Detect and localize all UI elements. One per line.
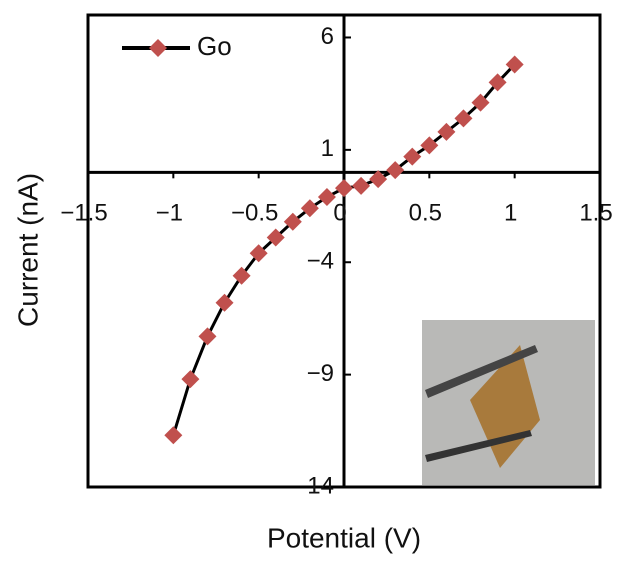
x-tick-label: −1 [156, 200, 183, 227]
y-axis-label: Current (nA) [12, 173, 43, 327]
y-tick-label: −9 [307, 360, 334, 387]
marker [283, 212, 302, 231]
marker [471, 93, 490, 112]
y-tick-label: 1 [321, 135, 334, 162]
marker [352, 176, 371, 195]
marker [454, 109, 473, 128]
x-tick-label: −0.5 [231, 200, 278, 227]
marker [249, 244, 268, 263]
marker [403, 147, 422, 166]
marker [386, 161, 405, 180]
marker [164, 426, 183, 445]
marker [505, 55, 524, 74]
y-tick-label: −4 [307, 248, 334, 275]
y-tick-label: 6 [321, 23, 334, 50]
x-axis-label: Potential (V) [267, 522, 421, 553]
marker [335, 179, 353, 198]
y-tick-label: 14 [307, 472, 334, 499]
marker [215, 293, 234, 312]
x-tick-label: 0 [333, 200, 346, 227]
marker [300, 199, 319, 218]
x-tick-label: 1 [504, 200, 517, 227]
legend-marker [149, 39, 167, 57]
inset-photo [422, 320, 595, 485]
marker [488, 73, 507, 92]
marker [198, 327, 217, 346]
marker [420, 136, 439, 155]
x-tick-label: −1.5 [60, 200, 107, 227]
legend-label: Go [197, 31, 232, 61]
marker [369, 170, 388, 189]
marker [266, 228, 285, 247]
marker [317, 188, 336, 207]
marker [232, 266, 251, 285]
marker [181, 370, 200, 389]
x-tick-label: 0.5 [409, 200, 442, 227]
x-tick-label: 1.5 [579, 200, 612, 227]
marker [437, 122, 456, 141]
